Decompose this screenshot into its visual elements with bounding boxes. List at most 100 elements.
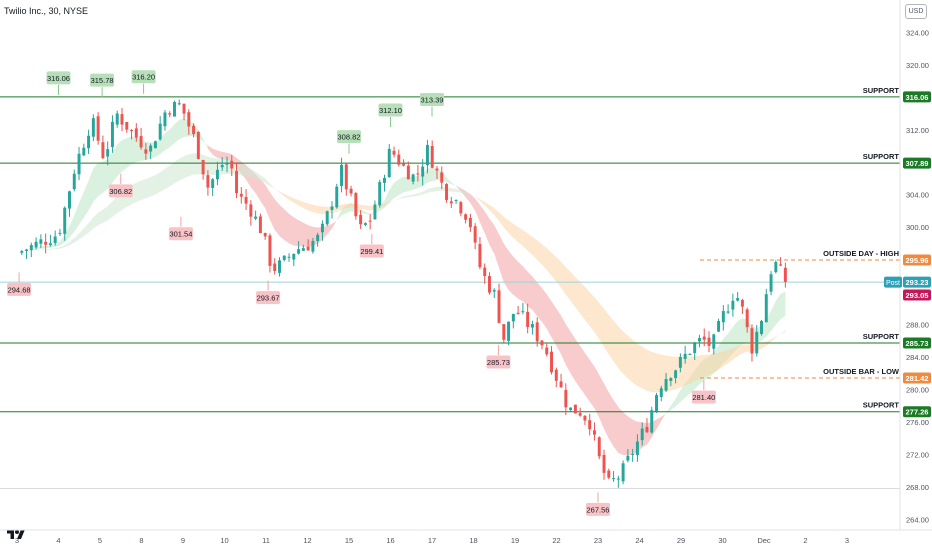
outside-price-tag-text: 281.42 [906,374,929,383]
candle-up [674,370,678,379]
time-tick-label: 16 [386,536,394,545]
candle-up [325,211,329,225]
fast-ma-ribbon [456,185,667,456]
candle-down [397,154,401,165]
candle-down [134,128,138,138]
candle-down [597,437,601,457]
price-tick-label: 320.00 [906,61,929,70]
candle-up [640,428,644,441]
candle-up [20,251,24,253]
candle-down [545,347,549,355]
candle-up [220,165,224,168]
slow-ma-ribbon [780,330,786,334]
candle-up [87,135,91,149]
candle-down [44,241,48,245]
support-level-label: SUPPORT [863,86,900,95]
time-axis[interactable]: 3 4 5 8 9 10 11 12 15 16 17 18 19 22 23 24 29 30 Dec 2 3 [0,529,932,545]
price-tick-label: 300.00 [906,223,929,232]
candle-up [688,353,692,355]
candle-down [645,426,649,433]
candle-down [139,135,143,148]
swing-labels: 316.06 315.78 316.20 308.82 312.10 313.39 294.… [7,70,716,516]
candle-down [306,246,310,251]
candle-down [435,168,439,171]
candle-up [320,223,324,233]
candle-up [63,207,67,234]
time-tick-label: 5 [98,536,102,545]
candle-up [34,241,38,248]
candle-down [430,145,434,168]
time-tick-label: 29 [677,536,685,545]
candle-down [445,184,449,200]
candle-up [507,321,511,341]
candle-down [779,264,783,266]
tradingview-logo [7,530,25,539]
candle-down [416,173,420,175]
support-price-tag [903,406,931,418]
candle-up [492,290,496,292]
support-level-label: SUPPORT [863,152,900,161]
candle-up [760,320,763,334]
price-tick-label: 260.00 [906,548,929,550]
price-tick-label: 272.00 [906,450,929,459]
time-tick-label: 3 [15,536,19,545]
moving-average-ribbons [21,118,786,456]
price-tick-label: 268.00 [906,483,929,492]
candle-up [110,121,114,148]
candle-up [25,249,29,252]
swing-high-label-text: 312.10 [379,106,402,115]
candle-down [526,311,530,328]
support-level-label: SUPPORT [863,401,900,410]
candle-down [130,129,134,131]
candle-up [29,245,33,251]
support-level-label: SUPPORT [863,332,900,341]
slow-ma-ribbon [21,153,280,252]
candle-up [383,177,386,183]
swing-high-label-text: 308.82 [338,133,361,142]
support-price-tag [903,157,931,169]
candle-up [311,240,315,252]
candle-up [282,255,286,260]
candle-down [550,351,553,373]
price-tick-label: 324.00 [906,28,929,37]
candle-up [664,379,668,391]
horizontal-level-lines [0,96,900,489]
candle-up [106,149,110,157]
candle-up [650,410,654,433]
candle-up [631,453,635,455]
swing-high-label-text: 316.20 [132,73,155,82]
candle-up [173,101,176,117]
time-tick-label: 18 [469,536,477,545]
candle-up [211,179,215,189]
current-price-tag [903,276,931,288]
price-tick-label: 288.00 [906,321,929,330]
swing-low-label [168,227,193,241]
candle-down [702,336,706,340]
time-tick-label: 19 [511,536,519,545]
currency-button[interactable]: USD [905,4,927,19]
candle-down [120,114,124,125]
candle-up [693,343,697,353]
candle-down [273,263,277,272]
candle-down [516,312,520,314]
candle-up [421,166,425,177]
candle-up [77,153,81,175]
time-tick-label: Dec [757,536,771,545]
candle-up [726,311,730,313]
candle-down [440,172,444,183]
candle-down [230,160,234,169]
candle-down [573,404,577,414]
swing-low-label-text: 285.73 [487,358,510,367]
swing-low-label-text: 293.67 [257,294,280,303]
slow-ma-ribbon [398,186,476,200]
candle-down [349,188,353,194]
candle-up [764,294,768,323]
price-axis[interactable]: 260.00 264.00 268.00 272.00 276.00 280.00 284.… [884,0,931,550]
candle-down [344,164,348,190]
candle-up [755,331,759,354]
candle-down [402,163,406,166]
candle-up [215,169,219,180]
candle-up [411,174,415,182]
candle-down [540,340,544,346]
